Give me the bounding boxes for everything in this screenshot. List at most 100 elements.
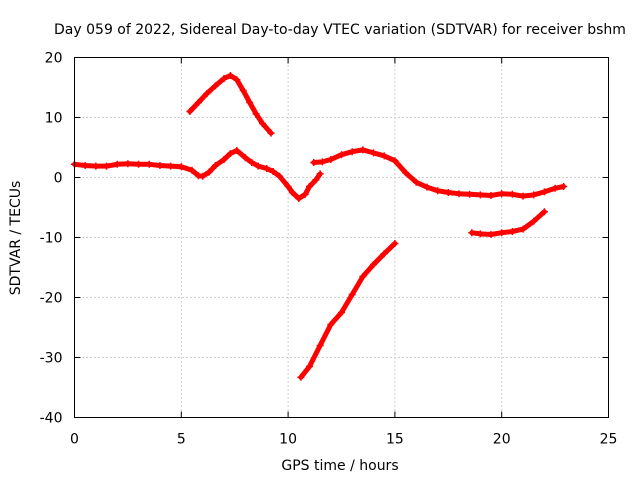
data-point — [220, 156, 228, 163]
x-tick-label: 0 — [70, 432, 79, 448]
data-point — [530, 217, 538, 225]
data-point — [380, 250, 388, 258]
data-point — [194, 99, 202, 106]
data-point — [297, 373, 305, 381]
x-tick-label: 25 — [600, 432, 618, 448]
tick-labels: 0 5 10 15 20 25 -40 -30 -20 -10 0 10 20 — [40, 51, 618, 448]
data-point — [508, 228, 516, 235]
data-point — [254, 162, 262, 170]
series-second-arc — [311, 147, 567, 199]
data-point — [391, 157, 399, 165]
data-point — [135, 160, 143, 168]
y-axis-label: SDTVAR / TECUs — [8, 181, 24, 296]
data-point — [205, 168, 213, 176]
y-tick-label: -10 — [40, 231, 63, 247]
y-tick-label: 20 — [45, 51, 63, 67]
data-point — [233, 76, 241, 84]
data-point — [167, 162, 175, 170]
x-tick-label: 20 — [493, 432, 511, 448]
data-point — [103, 162, 111, 170]
data-point — [248, 159, 256, 166]
data-point — [380, 152, 388, 160]
data-point — [519, 192, 527, 200]
data-point — [310, 159, 318, 166]
data-point — [203, 90, 211, 97]
data-point — [540, 188, 548, 196]
data-point — [295, 195, 303, 202]
data-point — [316, 170, 324, 178]
data-point — [312, 176, 320, 184]
data-point — [188, 166, 196, 174]
data-point — [508, 190, 516, 198]
axis-ticks — [74, 57, 609, 418]
data-point — [263, 165, 271, 172]
series-main-arc — [72, 148, 323, 201]
data-point — [391, 240, 399, 247]
data-point — [444, 189, 452, 196]
data-point — [305, 363, 313, 370]
data-point — [423, 183, 431, 191]
data-point — [412, 178, 420, 186]
data-point — [402, 169, 410, 177]
data-point — [560, 183, 568, 190]
data-point — [211, 162, 219, 169]
data-point — [530, 191, 538, 199]
chart-title: Day 059 of 2022, Sidereal Day-to-day VTE… — [54, 22, 626, 38]
data-point — [348, 148, 356, 156]
data-point — [359, 146, 367, 154]
data-point — [327, 156, 335, 163]
x-axis-label: GPS time / hours — [281, 458, 398, 474]
data-point — [327, 321, 335, 328]
data-point — [466, 190, 474, 198]
data-point — [145, 160, 153, 168]
data-point — [220, 75, 228, 82]
data-point — [476, 230, 484, 238]
series-high-arc — [187, 73, 274, 136]
x-tick-label: 5 — [177, 432, 186, 448]
x-tick-label: 15 — [386, 432, 404, 448]
y-tick-label: -20 — [40, 291, 63, 307]
series-low-arc — [298, 241, 398, 380]
data-point — [434, 187, 442, 195]
data-point — [284, 183, 292, 190]
data-point — [301, 190, 309, 198]
data-point — [498, 190, 506, 198]
data-point — [305, 183, 313, 190]
data-series — [71, 72, 568, 381]
data-point — [338, 309, 345, 316]
data-point — [233, 147, 241, 154]
data-point — [211, 82, 219, 90]
y-tick-label: -30 — [40, 351, 63, 367]
data-point — [226, 150, 234, 157]
data-point — [226, 72, 234, 79]
y-tick-label: 10 — [45, 111, 63, 127]
data-point — [468, 229, 476, 237]
data-point — [318, 158, 326, 166]
data-point — [540, 208, 548, 216]
data-point — [487, 192, 495, 199]
data-point — [370, 149, 378, 157]
data-point — [246, 99, 254, 106]
data-point — [199, 172, 207, 180]
data-point — [241, 154, 249, 162]
data-point — [551, 184, 559, 192]
data-point — [252, 110, 260, 118]
data-point — [124, 160, 132, 168]
data-point — [370, 261, 378, 268]
data-point — [498, 229, 506, 237]
data-point — [348, 291, 356, 298]
y-tick-label: 0 — [54, 171, 63, 187]
data-point — [476, 191, 484, 199]
data-point — [267, 129, 275, 137]
data-point — [338, 151, 345, 159]
data-point — [258, 120, 266, 127]
grid — [74, 57, 609, 418]
y-tick-label: -40 — [40, 411, 63, 427]
data-point — [316, 342, 324, 349]
data-point — [81, 162, 89, 169]
data-point — [156, 162, 164, 169]
data-point — [92, 162, 100, 170]
x-tick-label: 10 — [279, 432, 297, 448]
data-point — [288, 189, 296, 196]
